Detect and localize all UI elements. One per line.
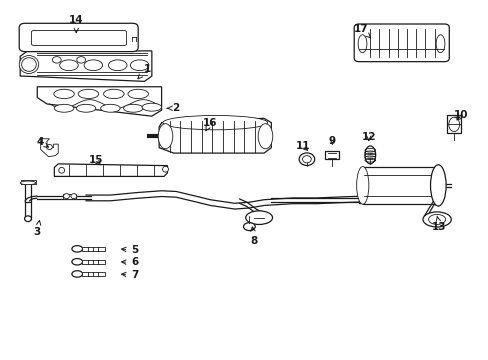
Ellipse shape (108, 60, 127, 71)
Ellipse shape (427, 215, 445, 225)
FancyBboxPatch shape (31, 31, 126, 45)
Ellipse shape (76, 104, 96, 112)
Ellipse shape (123, 104, 143, 112)
Text: 17: 17 (353, 24, 370, 38)
Polygon shape (325, 151, 338, 159)
Text: 4: 4 (37, 138, 48, 147)
Text: 8: 8 (250, 227, 257, 246)
Text: 2: 2 (167, 103, 180, 113)
Polygon shape (21, 180, 36, 184)
Ellipse shape (422, 212, 450, 227)
Text: 14: 14 (69, 15, 83, 33)
Ellipse shape (46, 144, 52, 149)
Ellipse shape (258, 124, 272, 149)
Polygon shape (37, 87, 161, 116)
Ellipse shape (364, 146, 375, 164)
Ellipse shape (72, 271, 82, 277)
Ellipse shape (52, 57, 61, 63)
Polygon shape (62, 194, 76, 199)
Ellipse shape (77, 57, 85, 63)
Polygon shape (362, 167, 437, 204)
Text: 5: 5 (122, 245, 138, 255)
Text: 9: 9 (328, 136, 335, 145)
Ellipse shape (163, 116, 267, 130)
Ellipse shape (429, 165, 445, 206)
Ellipse shape (356, 167, 368, 204)
Text: 3: 3 (34, 221, 41, 237)
Ellipse shape (448, 117, 459, 132)
Ellipse shape (71, 194, 77, 199)
Text: 6: 6 (122, 257, 138, 267)
Polygon shape (54, 164, 167, 176)
Text: 7: 7 (122, 270, 138, 280)
Ellipse shape (72, 258, 82, 265)
Ellipse shape (60, 60, 78, 71)
Polygon shape (446, 116, 461, 134)
Ellipse shape (103, 89, 124, 99)
Ellipse shape (142, 103, 161, 111)
Ellipse shape (84, 60, 102, 71)
Ellipse shape (63, 194, 69, 199)
Ellipse shape (19, 55, 39, 73)
Ellipse shape (54, 89, 74, 99)
Ellipse shape (435, 35, 444, 53)
Polygon shape (82, 260, 104, 264)
Ellipse shape (128, 89, 148, 99)
Ellipse shape (245, 211, 272, 225)
Ellipse shape (21, 58, 36, 71)
Text: 15: 15 (88, 155, 103, 165)
Ellipse shape (431, 167, 444, 204)
Ellipse shape (162, 166, 168, 172)
Polygon shape (82, 247, 104, 251)
Text: 10: 10 (453, 111, 468, 121)
Polygon shape (82, 272, 104, 276)
FancyBboxPatch shape (353, 24, 448, 62)
Ellipse shape (101, 104, 120, 112)
Text: 13: 13 (431, 216, 446, 231)
Ellipse shape (78, 89, 99, 99)
FancyBboxPatch shape (19, 23, 138, 51)
Ellipse shape (59, 167, 64, 173)
Polygon shape (25, 182, 31, 202)
Ellipse shape (299, 153, 314, 166)
Text: 16: 16 (203, 118, 217, 131)
Ellipse shape (20, 181, 36, 185)
Polygon shape (20, 51, 152, 81)
Polygon shape (41, 139, 58, 157)
Ellipse shape (302, 156, 311, 163)
Ellipse shape (243, 223, 255, 230)
Text: 1: 1 (138, 64, 150, 79)
Text: 12: 12 (361, 132, 375, 142)
Ellipse shape (24, 216, 31, 222)
Ellipse shape (357, 35, 366, 53)
Text: 11: 11 (295, 141, 309, 151)
Ellipse shape (54, 104, 74, 112)
Ellipse shape (158, 124, 172, 149)
Polygon shape (159, 118, 271, 153)
Ellipse shape (130, 60, 149, 71)
Ellipse shape (72, 246, 82, 252)
